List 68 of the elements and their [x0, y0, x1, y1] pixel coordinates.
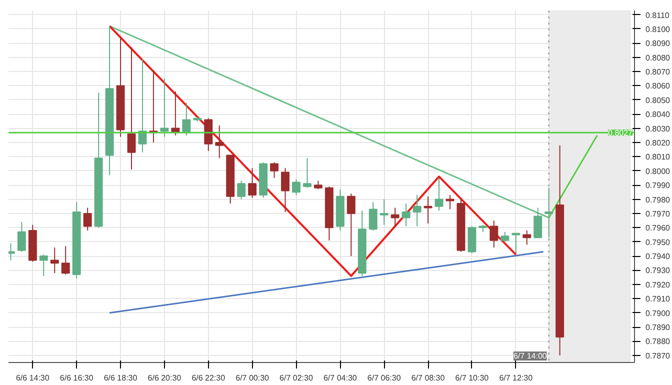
candlestick — [490, 220, 498, 248]
candlestick — [17, 221, 26, 252]
candlestick — [281, 168, 290, 213]
candlestick — [215, 124, 224, 159]
y-tick-label: 0.8080 — [646, 53, 671, 62]
candlestick — [160, 78, 169, 138]
y-tick-label: 0.7890 — [646, 323, 671, 332]
candlestick — [302, 158, 312, 188]
x-tick-label: 6/7 04:30 — [323, 374, 358, 382]
y-tick-label: 0.7950 — [646, 238, 671, 247]
candlestick — [424, 196, 432, 224]
y-tick-label: 0.8100 — [646, 24, 671, 34]
ref-line-label: 6/7 14:00 — [513, 352, 548, 360]
y-tick-label: 0.8000 — [646, 166, 671, 176]
y-tick-label: 0.8050 — [646, 96, 671, 105]
y-tick-label: 0.7920 — [646, 280, 671, 290]
candlestick — [522, 230, 532, 246]
y-tick-label: 0.7990 — [646, 181, 671, 190]
candlestick — [50, 247, 59, 274]
y-tick-label: 0.7870 — [646, 351, 671, 360]
candlestick — [434, 177, 444, 212]
y-tick-label: 0.8090 — [646, 39, 671, 48]
x-tick-label: 6/6 18:30 — [104, 374, 138, 382]
x-tick-label: 6/6 14:30 — [16, 374, 50, 382]
candlestick — [412, 194, 422, 227]
x-tick-label: 6/7 02:30 — [280, 374, 314, 382]
x-tick-label: 6/6 20:30 — [148, 374, 182, 382]
candlestick — [83, 207, 92, 231]
candlestick — [402, 203, 410, 227]
y-tick-label: 0.7910 — [646, 294, 671, 304]
candlestick — [292, 178, 300, 196]
candlestick — [500, 231, 510, 242]
candlestick — [534, 207, 542, 238]
x-tick-label: 6/7 06:30 — [367, 374, 402, 382]
x-tick-label: 6/7 08:30 — [411, 374, 446, 382]
candlestick — [127, 46, 136, 170]
y-tick-label: 0.7960 — [646, 224, 671, 233]
candlestick — [61, 246, 70, 275]
candlestick — [512, 232, 520, 254]
candlestick — [237, 180, 246, 200]
y-tick-label: 0.7900 — [646, 308, 671, 318]
candlestick — [544, 187, 554, 238]
x-tick-label: 6/6 22:30 — [192, 374, 226, 382]
candlestick — [270, 162, 279, 178]
x-tick-label: 6/7 12:30 — [499, 374, 534, 382]
x-tick-label: 6/7 10:30 — [455, 374, 490, 382]
x-tick-label: 6/7 00:30 — [236, 374, 270, 382]
candlestick — [248, 168, 257, 198]
y-tick-label: 0.7940 — [646, 252, 671, 262]
candlestick — [39, 254, 48, 276]
candlestick — [182, 102, 191, 136]
y-tick-label: 0.8040 — [646, 110, 671, 120]
x-tick-label: 6/6 16:30 — [60, 374, 94, 382]
y-tick-label: 0.7880 — [646, 337, 671, 346]
y-tick-label: 0.8070 — [646, 68, 671, 77]
y-tick-label: 0.8110 — [646, 10, 670, 20]
y-tick-label: 0.8010 — [646, 152, 671, 162]
y-tick-label: 0.8030 — [646, 124, 671, 134]
y-tick-label: 0.8020 — [646, 138, 671, 148]
candlestick — [390, 207, 400, 228]
y-tick-label: 0.7980 — [646, 195, 671, 204]
candlestick — [380, 198, 388, 226]
y-tick-label: 0.8060 — [646, 82, 671, 91]
y-tick-label: 0.7930 — [646, 266, 671, 276]
candlestick — [346, 193, 356, 257]
ref-line-label: 0.8027 — [608, 128, 634, 138]
y-tick-label: 0.7970 — [646, 209, 671, 218]
candlestick — [368, 202, 378, 231]
